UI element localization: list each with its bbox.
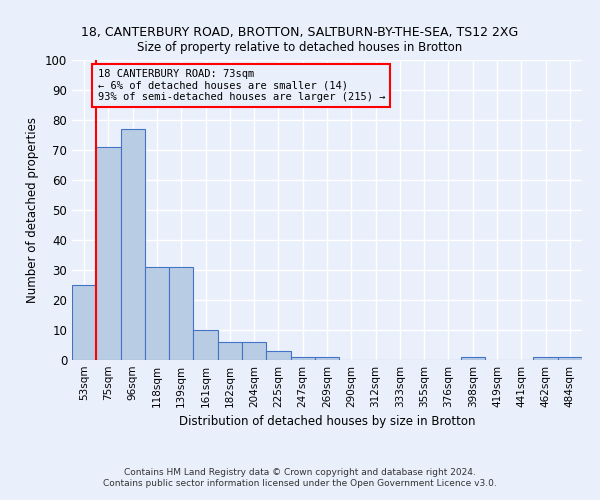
Bar <box>121 129 145 360</box>
Bar <box>461 357 485 360</box>
Bar <box>533 357 558 360</box>
Bar <box>218 342 242 360</box>
Bar <box>558 357 582 360</box>
Text: Contains HM Land Registry data © Crown copyright and database right 2024.
Contai: Contains HM Land Registry data © Crown c… <box>103 468 497 487</box>
Bar <box>242 342 266 360</box>
Bar <box>315 357 339 360</box>
Bar <box>169 267 193 360</box>
Bar <box>266 351 290 360</box>
Text: Size of property relative to detached houses in Brotton: Size of property relative to detached ho… <box>137 41 463 54</box>
Bar <box>290 357 315 360</box>
X-axis label: Distribution of detached houses by size in Brotton: Distribution of detached houses by size … <box>179 416 475 428</box>
Y-axis label: Number of detached properties: Number of detached properties <box>26 117 40 303</box>
Text: 18 CANTERBURY ROAD: 73sqm
← 6% of detached houses are smaller (14)
93% of semi-d: 18 CANTERBURY ROAD: 73sqm ← 6% of detach… <box>97 69 385 102</box>
Bar <box>145 267 169 360</box>
Bar <box>96 147 121 360</box>
Text: 18, CANTERBURY ROAD, BROTTON, SALTBURN-BY-THE-SEA, TS12 2XG: 18, CANTERBURY ROAD, BROTTON, SALTBURN-B… <box>82 26 518 39</box>
Bar <box>72 285 96 360</box>
Bar <box>193 330 218 360</box>
